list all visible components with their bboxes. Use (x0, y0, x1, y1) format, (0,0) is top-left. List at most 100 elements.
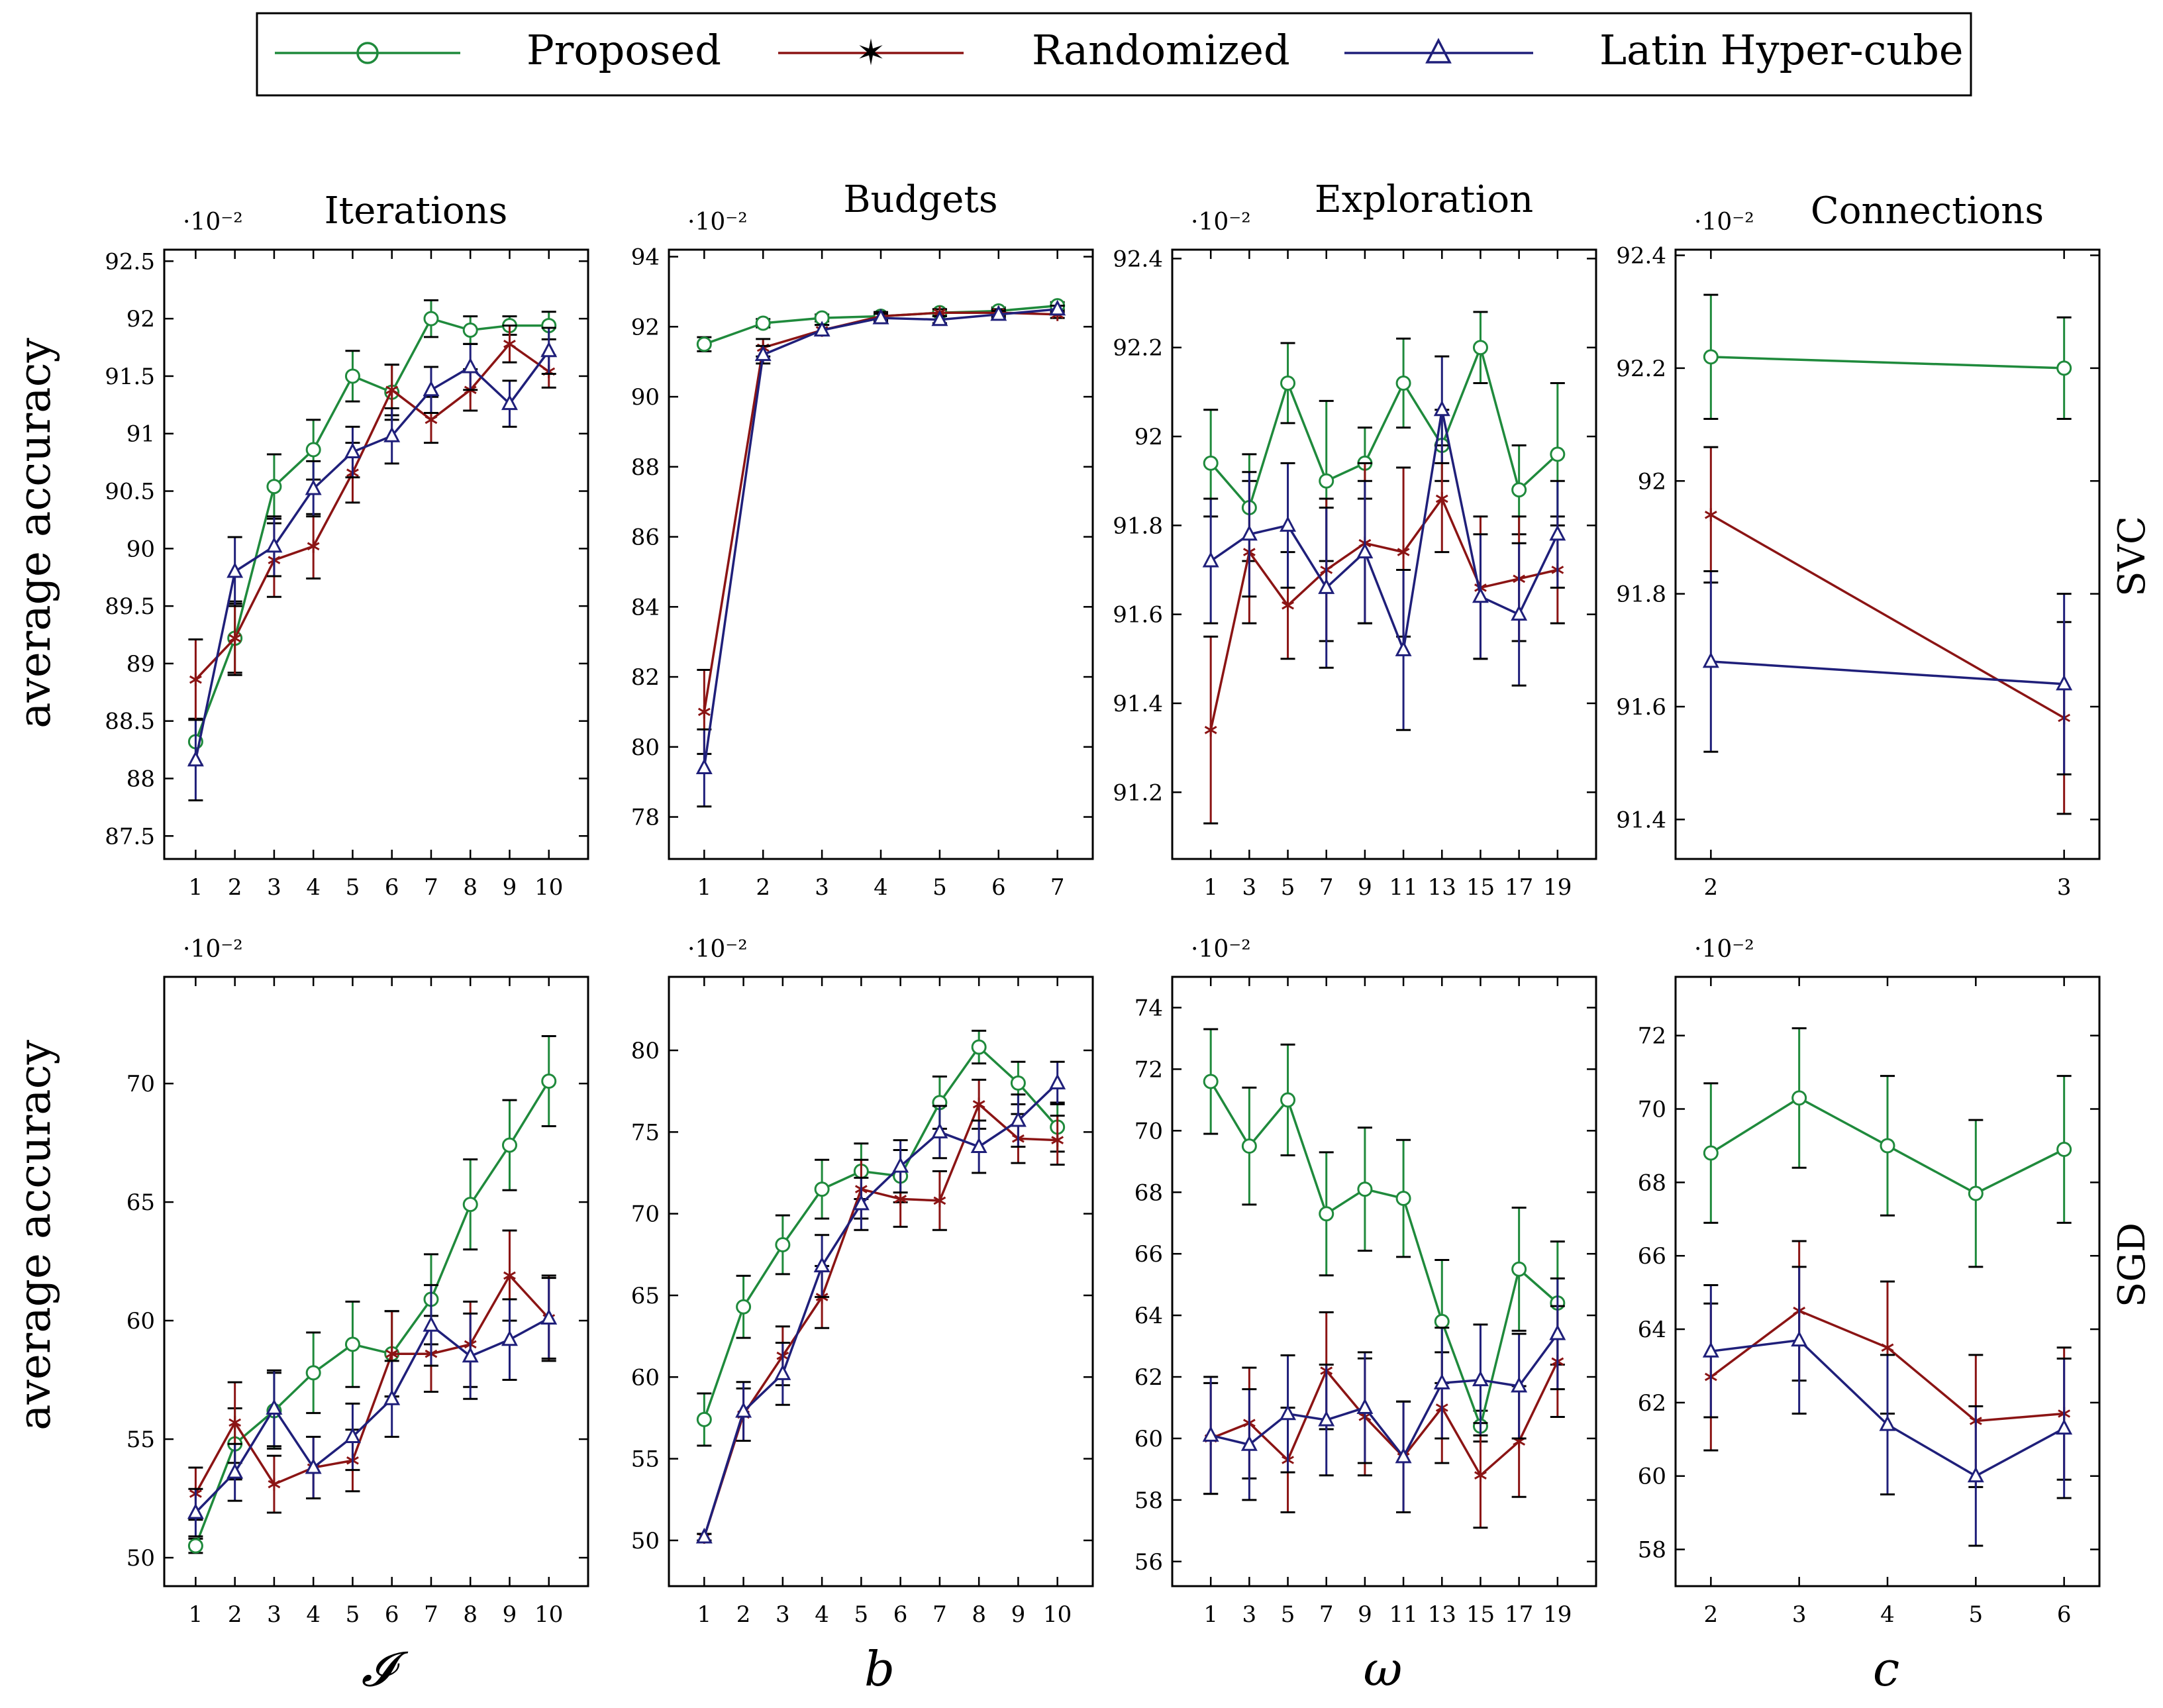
series-latin-hyper-cube (695, 1060, 1066, 1544)
y-tick-label: 70 (1638, 1097, 1666, 1123)
data-point (696, 1411, 712, 1427)
chart-panel-3: Connections ·10⁻² 91.4 91.6 91.8 92 92.2 92.4 2 3 (1616, 189, 2101, 901)
x-tick-label: 15 (1466, 874, 1495, 901)
legend-item-latin-hypercube: Latin Hyper-cube (1344, 26, 1964, 74)
data-point (1049, 299, 1066, 316)
series-randomized (188, 1229, 556, 1521)
x-tick-label: 4 (874, 874, 888, 901)
x-tick-label: 1 (1203, 874, 1218, 901)
data-point (1435, 492, 1448, 506)
chart-title: Iterations (325, 189, 508, 232)
legend: Proposed ✶ Randomized Latin Hyper-cube (256, 12, 1972, 97)
data-point (228, 1416, 242, 1429)
data-point (1202, 551, 1219, 568)
series-latin-hyper-cube (1702, 570, 2073, 776)
data-point (385, 383, 399, 397)
data-point (1702, 1342, 1719, 1358)
data-point (305, 442, 321, 458)
y-tick-label: 58 (1134, 1487, 1163, 1514)
x-tick-label: 4 (306, 874, 321, 901)
data-point (425, 413, 438, 427)
data-point (1319, 473, 1334, 489)
data-point (1282, 599, 1294, 613)
data-point (1472, 1370, 1489, 1387)
y-tick-label: 66 (1638, 1243, 1666, 1270)
data-point (2056, 1141, 2072, 1157)
series-latin-hyper-cube (1202, 1277, 1566, 1513)
x-tick-label: 1 (697, 874, 712, 901)
series-latin-hyper-cube (695, 299, 1066, 808)
row-ylabel-sgd: average accuracy (9, 1039, 60, 1431)
y-tick-label: 60 (126, 1308, 155, 1334)
y-tick-label: 68 (1638, 1170, 1666, 1196)
y-tick-label: 60 (1134, 1426, 1163, 1452)
y-tick-label: 91.6 (1113, 602, 1163, 628)
y-tick-label: 88 (126, 766, 155, 792)
data-point (1010, 1075, 1026, 1091)
data-point (1397, 545, 1410, 559)
x-tick-label: 11 (1389, 1601, 1417, 1628)
y-tick-label: 92 (1134, 424, 1163, 450)
y-tick-label: 91.2 (1113, 779, 1163, 806)
data-point (383, 1389, 401, 1405)
chart-panel-2: Exploration ·10⁻² 91.2 91.4 91.6 91.8 92 92.2 92… (1113, 178, 1597, 901)
chart-title: Exploration (1315, 178, 1533, 221)
y-tick-label: 88.5 (105, 709, 155, 735)
x-tick-label: 6 (385, 874, 399, 901)
data-point (1318, 1410, 1335, 1427)
data-point (894, 1192, 907, 1206)
data-point (501, 1137, 517, 1153)
scale-factor-label: ·10⁻² (1191, 936, 1251, 963)
scale-factor-label: ·10⁻² (1191, 209, 1251, 236)
data-point (1967, 1466, 1984, 1483)
data-point (1049, 1074, 1066, 1089)
data-point (187, 1538, 203, 1554)
x-tick-label: 3 (267, 874, 281, 901)
data-point (971, 1039, 987, 1055)
data-point (423, 1316, 440, 1332)
x-tick-label: 5 (854, 1601, 869, 1628)
scale-factor-label: ·10⁻² (1694, 209, 1754, 236)
data-point (1051, 1133, 1064, 1147)
data-point (1009, 1111, 1027, 1127)
data-point (814, 1181, 830, 1197)
x-tick-label: 9 (1011, 1601, 1026, 1628)
plot-frame (668, 248, 1094, 860)
data-point (1704, 508, 1717, 522)
data-point (423, 380, 440, 397)
y-tick-label: 58 (1638, 1537, 1666, 1564)
chart-panel-5: ·10⁻² 50 55 60 65 70 75 80 1 2 3 4 5 6 7 8 9 10 (631, 936, 1094, 1628)
x-tick-label: 7 (1319, 1601, 1334, 1628)
y-tick-label: 80 (631, 734, 660, 761)
y-tick-label: 82 (631, 664, 660, 691)
data-point (228, 631, 242, 645)
x-tick-label: 17 (1505, 1601, 1533, 1628)
data-point (462, 323, 478, 338)
data-point (1280, 1092, 1296, 1108)
data-point (774, 1364, 791, 1380)
y-tick-label: 86 (631, 525, 660, 551)
series-proposed (1703, 1027, 2072, 1268)
data-point (1511, 605, 1528, 621)
chart-panel-0: Iterations·10⁻²87.58888.58989.59090.5919… (105, 189, 589, 901)
plot-frame (1674, 248, 2101, 860)
series-latin-hyper-cube (187, 1277, 558, 1538)
chart-panel-4: ·10⁻² 50 55 60 65 70 1 2 3 4 5 6 7 8 9 10 (126, 936, 589, 1628)
data-point (307, 539, 320, 553)
x-tick-label: 3 (267, 1601, 281, 1628)
data-point (735, 1401, 752, 1418)
data-point (266, 536, 283, 553)
legend-marker-proposed (356, 42, 379, 64)
x-tick-label: 2 (736, 1601, 751, 1628)
scale-factor-label: ·10⁻² (687, 936, 748, 963)
plot-frame (163, 248, 589, 860)
legend-label-latin-hypercube: Latin Hyper-cube (1599, 26, 1964, 74)
y-tick-label: 64 (1134, 1303, 1163, 1329)
y-tick-label: 68 (1134, 1180, 1163, 1206)
x-tick-label: 2 (228, 874, 242, 901)
plot-frame (163, 976, 589, 1587)
data-point (1203, 1074, 1219, 1089)
scale-factor-label: ·10⁻² (183, 209, 243, 236)
y-tick-label: 74 (1134, 995, 1163, 1021)
data-point (1791, 1331, 1808, 1347)
